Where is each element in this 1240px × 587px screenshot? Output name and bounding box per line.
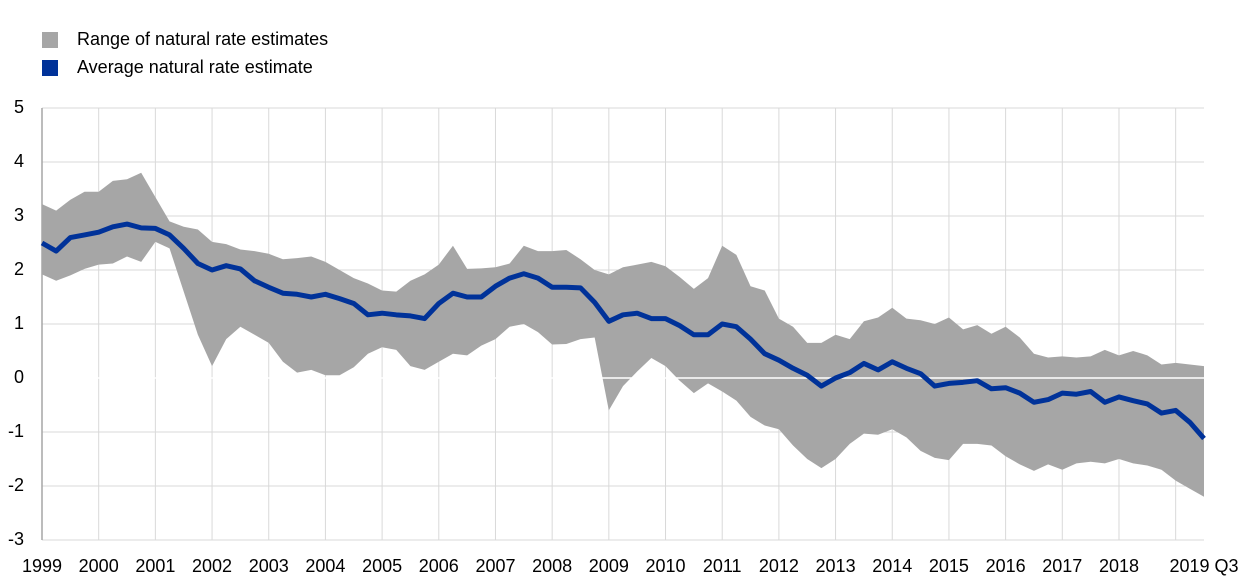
y-tick-label: 5	[14, 97, 24, 117]
y-tick-label: 0	[14, 367, 24, 387]
x-tick-label: 2010	[645, 556, 685, 576]
x-tick-label: 1999	[22, 556, 62, 576]
x-tick-label: 2012	[759, 556, 799, 576]
y-tick-label: -2	[8, 475, 24, 495]
x-tick-label: 2013	[816, 556, 856, 576]
x-tick-label: 2007	[475, 556, 515, 576]
x-tick-label: 2005	[362, 556, 402, 576]
x-tick-label: 2001	[135, 556, 175, 576]
y-tick-label: -3	[8, 529, 24, 549]
legend-label: Average natural rate estimate	[77, 57, 313, 77]
x-tick-label: 2004	[305, 556, 345, 576]
y-tick-label: 2	[14, 259, 24, 279]
x-tick-label: 2018	[1099, 556, 1139, 576]
legend-swatch	[42, 32, 58, 48]
x-tick-label: 2003	[249, 556, 289, 576]
x-tick-label: 2015	[929, 556, 969, 576]
x-tick-label: 2017	[1042, 556, 1082, 576]
x-tick-label: 2006	[419, 556, 459, 576]
y-tick-label: -1	[8, 421, 24, 441]
range-area	[42, 172, 1204, 497]
y-tick-label: 3	[14, 205, 24, 225]
x-tick-label: 2014	[872, 556, 912, 576]
x-tick-label: 2002	[192, 556, 232, 576]
y-tick-label: 1	[14, 313, 24, 333]
y-tick-label: 4	[14, 151, 24, 171]
x-tick-label: 2019 Q3	[1169, 556, 1238, 576]
x-tick-label: 2009	[589, 556, 629, 576]
x-tick-label: 2008	[532, 556, 572, 576]
legend-label: Range of natural rate estimates	[77, 29, 328, 49]
x-tick-label: 2000	[79, 556, 119, 576]
average-line	[40, 221, 1206, 441]
legend-swatch	[42, 60, 58, 76]
x-tick-label: 2011	[703, 556, 742, 576]
x-tick-label: 2016	[986, 556, 1026, 576]
